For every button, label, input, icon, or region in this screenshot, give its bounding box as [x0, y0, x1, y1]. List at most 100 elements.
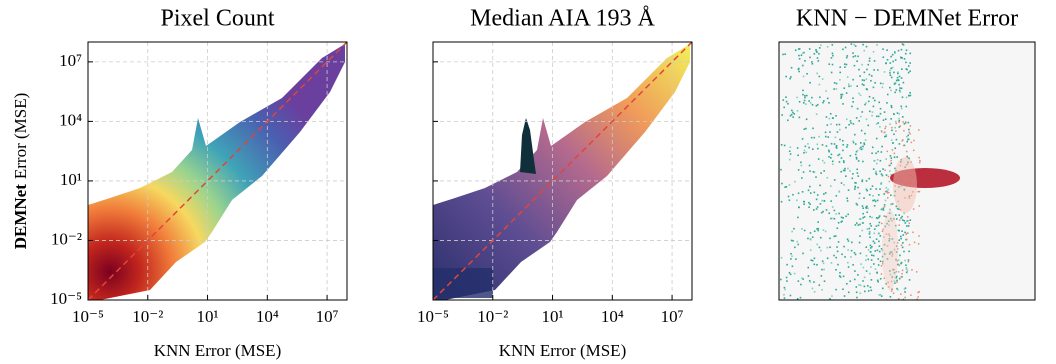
- speckle: [785, 76, 787, 78]
- speckle: [874, 100, 876, 102]
- speckle: [918, 157, 920, 159]
- speckle: [855, 143, 857, 145]
- y-tick-label: 10⁻⁵: [50, 289, 82, 308]
- speckle: [853, 56, 855, 58]
- speckle: [860, 263, 862, 265]
- speckle: [904, 58, 906, 60]
- speckle: [857, 150, 859, 152]
- speckle: [797, 298, 799, 300]
- speckle: [882, 175, 884, 177]
- speckle: [835, 115, 837, 117]
- speckle: [857, 56, 859, 58]
- speckle: [866, 46, 868, 48]
- speckle: [847, 214, 849, 216]
- speckle: [878, 225, 880, 227]
- speckle: [867, 228, 869, 230]
- speckle: [804, 230, 806, 232]
- speckle: [877, 200, 879, 202]
- speckle: [781, 114, 783, 116]
- speckle: [803, 171, 805, 173]
- speckle: [819, 96, 821, 98]
- speckle: [810, 232, 812, 234]
- speckle: [877, 159, 879, 161]
- speckle: [791, 67, 793, 69]
- speckle: [859, 224, 861, 226]
- speckle: [874, 199, 876, 201]
- speckle: [839, 72, 841, 74]
- speckle: [870, 188, 872, 190]
- speckle: [870, 266, 872, 268]
- speckle: [875, 188, 877, 190]
- speckle: [809, 57, 811, 59]
- speckle: [856, 222, 858, 224]
- speckle: [788, 196, 790, 198]
- speckle: [873, 168, 875, 170]
- speckle: [837, 155, 839, 157]
- speckle: [898, 50, 900, 52]
- speckle: [877, 69, 879, 71]
- speckle: [808, 147, 810, 149]
- speckle: [892, 149, 894, 151]
- speckle: [859, 218, 861, 220]
- speckle: [904, 297, 906, 299]
- speckle: [791, 240, 793, 242]
- speckle: [835, 235, 837, 237]
- speckle: [829, 246, 831, 248]
- speckle: [890, 160, 892, 162]
- speckle: [881, 209, 883, 211]
- speckle: [823, 170, 825, 172]
- speckle: [867, 125, 869, 127]
- speckle: [834, 82, 836, 84]
- speckle: [856, 158, 858, 160]
- speckle: [896, 276, 898, 278]
- x-tick-label: 10⁷: [661, 307, 684, 326]
- speckle: [804, 100, 806, 102]
- speckle: [839, 124, 841, 126]
- speckle: [856, 292, 858, 294]
- speckle: [894, 156, 896, 158]
- speckle: [916, 271, 918, 273]
- speckle: [819, 76, 821, 78]
- speckle: [869, 96, 871, 98]
- speckle: [827, 46, 829, 48]
- speckle: [858, 197, 860, 199]
- speckle: [818, 136, 820, 138]
- speckle: [872, 185, 874, 187]
- speckle: [810, 259, 812, 261]
- speckle: [854, 270, 856, 272]
- speckle: [889, 72, 891, 74]
- speckle: [848, 83, 850, 85]
- speckle: [884, 170, 886, 172]
- speckle: [805, 146, 807, 148]
- speckle: [829, 118, 831, 120]
- speckle: [822, 102, 824, 104]
- speckle: [814, 192, 816, 194]
- speckle: [837, 251, 839, 253]
- speckle: [881, 223, 883, 225]
- speckle: [902, 234, 904, 236]
- speckle: [903, 44, 905, 46]
- speckle: [835, 213, 837, 215]
- speckle: [781, 201, 783, 203]
- speckle: [790, 115, 792, 117]
- speckle: [826, 116, 828, 118]
- speckle: [903, 251, 905, 253]
- speckle: [875, 268, 877, 270]
- speckle: [844, 66, 846, 68]
- speckle: [878, 194, 880, 196]
- speckle: [872, 195, 874, 197]
- x-tick-label: 10¹: [196, 307, 218, 326]
- speckle: [891, 157, 893, 159]
- x-tick-label: 10⁴: [601, 307, 624, 326]
- speckle: [780, 279, 782, 281]
- speckle: [906, 97, 908, 99]
- speckle: [883, 209, 885, 211]
- speckle: [899, 76, 901, 78]
- speckle: [911, 269, 913, 271]
- speckle: [830, 157, 832, 159]
- speckle: [858, 120, 860, 122]
- speckle: [902, 96, 904, 98]
- speckle: [845, 215, 847, 217]
- speckle: [869, 74, 871, 76]
- speckle: [902, 121, 904, 123]
